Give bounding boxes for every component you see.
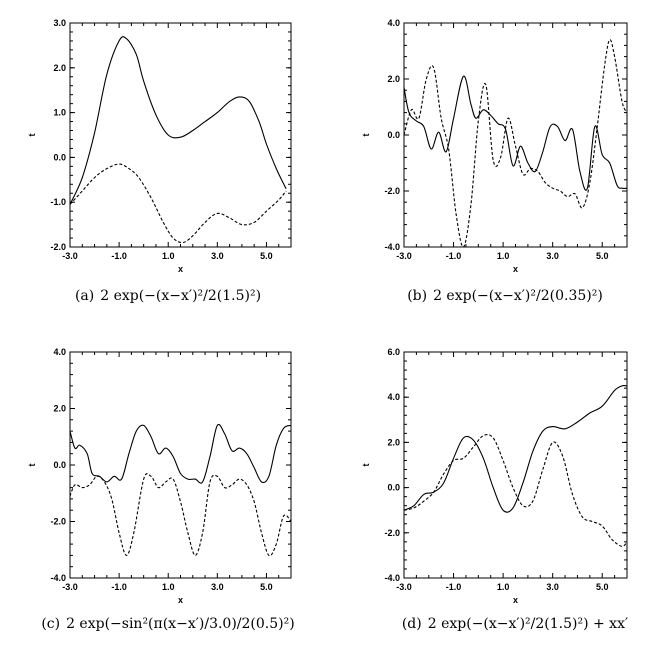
caption-formula: 2 exp(−(x−x′)²/2(1.5)²) + xx′ xyxy=(428,616,628,632)
series-solid-line xyxy=(404,384,627,513)
x-tick-label: -3.0 xyxy=(62,251,78,261)
y-tick-label: 2.0 xyxy=(387,74,400,84)
y-tick-label: 2.0 xyxy=(53,404,66,414)
x-axis-label: x xyxy=(513,264,518,274)
series-solid-line xyxy=(70,36,287,205)
y-tick-label: 2.0 xyxy=(53,63,66,73)
x-tick-label: 1.0 xyxy=(162,251,175,261)
y-tick-label: 0.0 xyxy=(53,460,66,470)
y-tick-label: 0.0 xyxy=(387,130,400,140)
x-axis-label: x xyxy=(178,595,183,605)
y-tick-label: -2.0 xyxy=(384,528,400,538)
y-tick-label: 6.0 xyxy=(387,347,400,357)
y-tick-label: -2.0 xyxy=(50,242,66,252)
panel-c: -3.0 -1.0 1.0 3.0 5.0 -4.0 -2.0 0.0 2.0 4.0 x t (c) 2… xyxy=(27,347,295,632)
y-tick-label: -2.0 xyxy=(50,517,66,527)
panel-caption: (c) 2 exp(−sin²(π(x−x′)/3.0)/2(0.5)²) xyxy=(41,616,294,632)
x-tick-label: 3.0 xyxy=(211,251,224,261)
y-axis-label: t xyxy=(361,464,371,467)
panel-caption: (b) 2 exp(−(x−x′)²/2(0.35)²) xyxy=(407,288,603,304)
x-tick-label: 1.0 xyxy=(162,582,175,592)
series-solid-line xyxy=(70,423,291,484)
y-tick-label: -1.0 xyxy=(50,197,66,207)
caption-label: (b) xyxy=(407,288,427,304)
x-tick-label: 1.0 xyxy=(497,582,510,592)
x-tick-label: 3.0 xyxy=(211,582,224,592)
x-tick-label: 3.0 xyxy=(546,582,559,592)
y-tick-label: 2.0 xyxy=(387,437,400,447)
y-tick-label: -4.0 xyxy=(384,242,400,252)
y-tick-label: 0.0 xyxy=(53,152,66,162)
panel-a: -3.0 -1.0 1.0 3.0 5.0 -2.0 -1.0 0.0 1.0 2.0 3.0 x t (… xyxy=(27,18,292,304)
plot-frame xyxy=(69,351,292,579)
y-tick-label: 4.0 xyxy=(387,18,400,28)
y-tick-label: 1.0 xyxy=(53,108,66,118)
caption-label: (c) xyxy=(41,616,60,632)
x-tick-label: 1.0 xyxy=(497,251,510,261)
caption-formula: 2 exp(−(x−x′)²/2(0.35)²) xyxy=(433,288,603,304)
panel-b: -3.0 -1.0 1.0 3.0 5.0 -4.0 -2.0 0.0 2.0 4.0 x t (b) 2… xyxy=(361,18,628,304)
caption-formula: 2 exp(−(x−x′)²/2(1.5)²) xyxy=(100,288,261,304)
caption-formula: 2 exp(−sin²(π(x−x′)/3.0)/2(0.5)²) xyxy=(66,616,295,632)
y-tick-label: -4.0 xyxy=(384,573,400,583)
y-tick-label: -2.0 xyxy=(384,186,400,196)
x-tick-label: -3.0 xyxy=(396,582,412,592)
x-tick-label: -1.0 xyxy=(111,582,127,592)
series-dashed-line xyxy=(70,473,291,557)
y-axis-label: t xyxy=(27,464,37,467)
x-tick-label: 5.0 xyxy=(260,251,273,261)
y-axis-label: t xyxy=(361,134,371,137)
panel-caption: (a) 2 exp(−(x−x′)²/2(1.5)²) xyxy=(75,288,261,304)
series-solid-line xyxy=(404,75,627,191)
x-tick-label: -3.0 xyxy=(396,251,412,261)
plot-frame xyxy=(69,22,292,248)
x-tick-label: -1.0 xyxy=(446,251,462,261)
series-dashed-line xyxy=(70,163,287,244)
y-tick-label: 4.0 xyxy=(387,392,400,402)
x-axis-label: x xyxy=(178,264,183,274)
x-tick-label: -1.0 xyxy=(111,251,127,261)
caption-label: (d) xyxy=(402,616,422,632)
y-tick-label: 4.0 xyxy=(53,347,66,357)
y-tick-label: -4.0 xyxy=(50,573,66,583)
x-axis-label: x xyxy=(513,595,518,605)
x-tick-label: -1.0 xyxy=(446,582,462,592)
series-dashed-line xyxy=(404,39,627,247)
x-tick-label: 5.0 xyxy=(596,251,609,261)
x-tick-label: 5.0 xyxy=(260,582,273,592)
caption-label: (a) xyxy=(75,288,94,304)
x-tick-label: -3.0 xyxy=(62,582,78,592)
panel-d: -3.0 -1.0 1.0 3.0 5.0 -4.0 -2.0 0.0 2.0 4.0 6.0 x t (… xyxy=(361,347,628,632)
y-tick-label: 3.0 xyxy=(53,18,66,28)
y-tick-label: 0.0 xyxy=(387,483,400,493)
plot-frame xyxy=(403,351,628,579)
y-axis-label: t xyxy=(27,134,37,137)
series-dashed-line xyxy=(404,434,627,547)
panel-caption: (d) 2 exp(−(x−x′)²/2(1.5)²) + xx′ xyxy=(402,616,628,632)
x-tick-label: 5.0 xyxy=(596,582,609,592)
x-tick-label: 3.0 xyxy=(546,251,559,261)
